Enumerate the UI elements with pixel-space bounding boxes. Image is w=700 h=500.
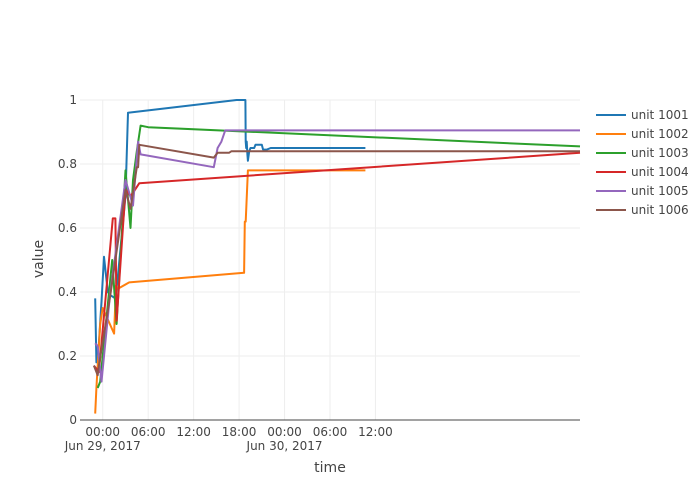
series-line-unit-1001 [94,99,366,364]
legend-label: unit 1006 [631,203,689,217]
legend-item[interactable]: unit 1003 [596,146,689,160]
y-tick-label: 0 [69,413,77,427]
legend-item[interactable]: unit 1004 [596,165,689,179]
series-line-unit-1003 [96,124,581,389]
y-axis-title: value [31,240,47,278]
y-tick-label: 1 [69,93,77,107]
x-tick-date-label: Jun 30, 2017 [246,439,323,453]
legend-label: unit 1002 [631,127,689,141]
x-tick-date-label: Jun 29, 2017 [64,439,141,453]
legend-item[interactable]: unit 1001 [596,108,689,122]
legend-label: unit 1004 [631,165,689,179]
y-tick-label: 0.8 [58,157,77,171]
y-tick-label: 0.6 [58,221,77,235]
x-tick-label: 00:00 [85,425,120,439]
legend-item[interactable]: unit 1006 [596,203,689,217]
x-tick-label: 12:00 [176,425,211,439]
x-tick-label: 18:00 [222,425,257,439]
x-tick-label: 06:00 [313,425,348,439]
legend: unit 1001 unit 1002 unit 1003 unit 1004 unit… [596,108,689,217]
x-axis-title: time [314,460,346,476]
x-tick-label: 12:00 [358,425,393,439]
series-line-unit-1006 [92,143,580,377]
y-tick-label: 0.2 [58,349,77,363]
legend-item[interactable]: unit 1005 [596,184,689,198]
legend-label: unit 1001 [631,108,689,122]
x-tick-label: 00:00 [267,425,302,439]
series-layer [92,99,581,414]
x-tick-label: 06:00 [131,425,166,439]
y-tick-label: 0.4 [58,285,77,299]
legend-item[interactable]: unit 1002 [596,127,689,141]
legend-label: unit 1005 [631,184,689,198]
legend-label: unit 1003 [631,146,689,160]
